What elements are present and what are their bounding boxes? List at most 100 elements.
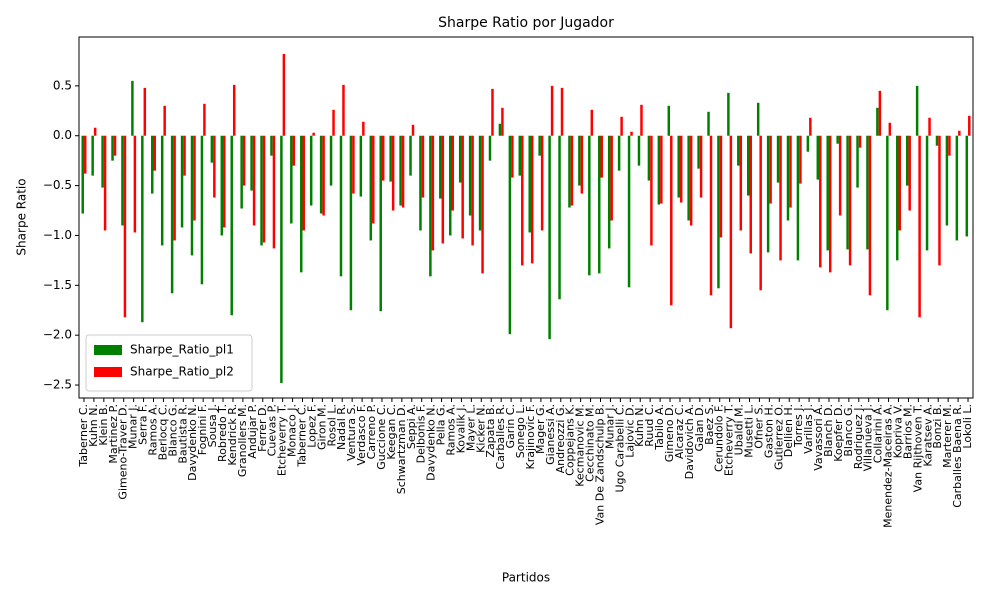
bar <box>391 135 395 211</box>
bar <box>113 135 117 156</box>
bar <box>319 135 323 214</box>
x-tick-label: Davidovich A. <box>683 404 696 479</box>
x-tick-label: Guccione C. <box>375 404 388 470</box>
bar <box>878 90 882 136</box>
bar <box>598 135 601 274</box>
y-tick-label: −0.5 <box>43 178 72 192</box>
x-tick-label: Kicker N. <box>474 404 487 453</box>
bar <box>230 135 233 316</box>
x-tick-label: Musetti L. <box>743 404 756 458</box>
bar <box>617 135 621 171</box>
plot-frame <box>78 36 974 399</box>
bar <box>607 135 611 249</box>
bar <box>242 135 246 186</box>
x-tick-label: Menendez-Maceiras A. <box>882 404 895 528</box>
x-tick-label: Zapata B. <box>484 404 497 458</box>
x-tick-label: Collarini A. <box>872 404 885 463</box>
bar <box>449 135 452 236</box>
x-tick-label: Robredo T. <box>216 404 229 462</box>
bar <box>213 135 216 198</box>
x-tick-label: Blanco G. <box>842 404 855 457</box>
bar <box>141 135 144 323</box>
bar <box>697 135 700 169</box>
bar <box>83 135 87 174</box>
bar <box>828 135 832 273</box>
bar <box>518 135 522 176</box>
x-tick-label: Mayer L. <box>464 404 477 451</box>
bar <box>538 135 541 156</box>
bar <box>292 135 296 166</box>
bar <box>786 135 790 221</box>
bar <box>223 135 226 228</box>
y-axis-label: Sharpe Ratio <box>15 178 29 255</box>
bar <box>948 135 951 156</box>
bar <box>282 53 286 136</box>
bar <box>419 135 422 231</box>
bar <box>789 135 792 208</box>
x-tick-label: Koepfer D. <box>832 404 845 462</box>
x-tick-label: Varillas J. <box>802 404 815 454</box>
bar <box>91 135 94 176</box>
bar <box>650 135 653 246</box>
bar <box>232 84 236 136</box>
bar <box>799 135 802 184</box>
bar <box>568 135 571 208</box>
x-tick-label: Bonzi B. <box>931 404 944 449</box>
x-axis-label: Partidos <box>502 571 550 585</box>
bar <box>111 135 114 161</box>
bar <box>540 135 544 231</box>
bar <box>717 135 720 289</box>
bar <box>372 135 375 224</box>
bar <box>905 135 909 186</box>
bar <box>670 135 673 306</box>
x-tick-label: Tabilo A. <box>653 404 666 451</box>
x-tick-label: Etcheverry T. <box>723 404 736 476</box>
x-tick-label: Seppi A. <box>405 404 418 449</box>
bar <box>759 135 762 291</box>
legend-swatch <box>94 367 122 377</box>
bar <box>866 135 869 250</box>
bar <box>958 130 961 136</box>
bar <box>471 135 474 246</box>
bar <box>521 135 524 266</box>
bar <box>888 122 892 136</box>
bar <box>441 135 445 244</box>
bar <box>399 135 402 206</box>
x-tick-label: Granollers M. <box>236 404 249 477</box>
bar <box>183 135 186 176</box>
x-tick-label: Torres J. <box>792 404 805 448</box>
bar <box>560 87 564 136</box>
bar <box>657 135 661 205</box>
x-tick-label: Lopez F. <box>305 404 318 448</box>
x-tick-label: Marterer M. <box>941 404 954 468</box>
x-tick-label: Davydenko N. <box>186 404 199 481</box>
x-tick-label: Berlocq C. <box>156 404 169 460</box>
bar <box>689 135 693 226</box>
bar <box>915 85 919 136</box>
bar <box>498 123 502 136</box>
bar <box>309 135 313 206</box>
x-tick-label: Munar J. <box>127 404 140 449</box>
bar <box>93 127 97 136</box>
x-tick-label: Serra F. <box>137 404 150 445</box>
x-tick-label: Davydenko N. <box>425 404 438 481</box>
bar <box>667 105 671 136</box>
bar <box>260 135 263 246</box>
x-tick-label: Munar J. <box>603 404 616 449</box>
x-tick-label: Galan D. <box>693 404 706 452</box>
bar <box>329 135 333 186</box>
bar <box>501 107 504 136</box>
bar <box>220 135 224 236</box>
x-tick-label: Blanco G. <box>166 404 179 457</box>
x-tick-label: Gianessi A. <box>544 404 557 465</box>
chart-title: Sharpe Ratio por Jugador <box>438 15 614 31</box>
bar <box>747 135 750 196</box>
bar <box>819 135 822 268</box>
bar <box>550 85 554 136</box>
x-tick-label: Dellien H. <box>782 404 795 457</box>
bar <box>421 135 425 198</box>
bar <box>935 135 939 146</box>
bar <box>737 135 740 166</box>
x-tick-label: Blanch D. <box>822 404 835 457</box>
